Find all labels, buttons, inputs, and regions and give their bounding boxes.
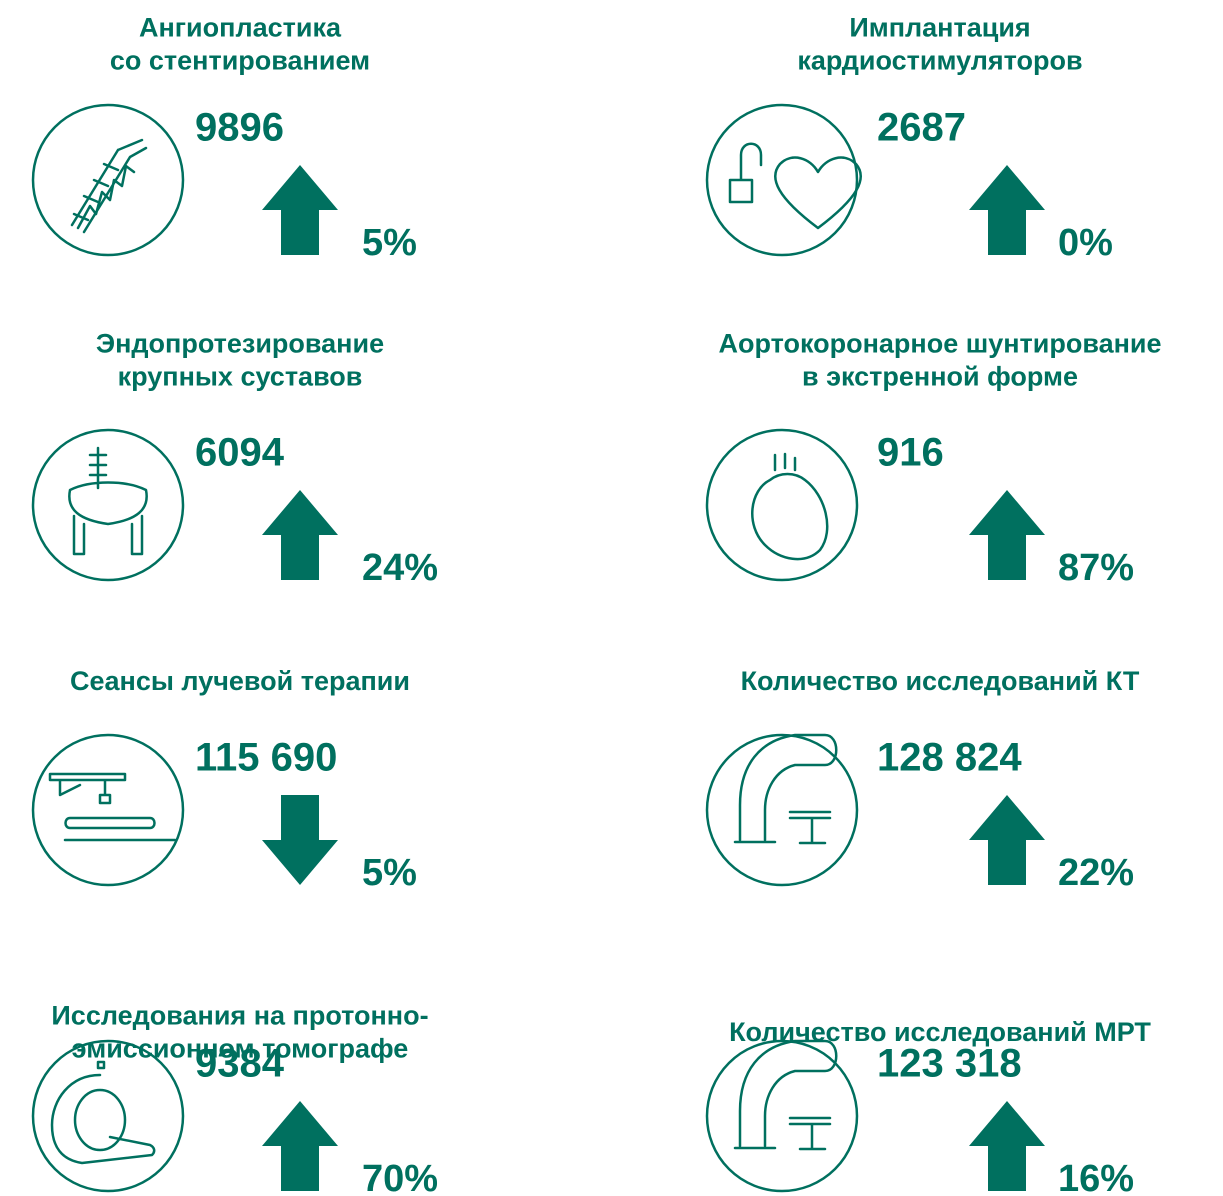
- value: 2687: [877, 106, 966, 150]
- card-title: эмиссионном томографе: [72, 1034, 409, 1064]
- trend-arrow: [969, 1101, 1045, 1191]
- change: 70%: [362, 1158, 438, 1196]
- card-title: Аортокоронарное шунтирование: [718, 329, 1161, 359]
- card-title: Эндопротезирование: [96, 329, 384, 359]
- value: 9384: [195, 1042, 285, 1086]
- card: Количество исследований КТ 128 824 22%: [705, 666, 1140, 894]
- card: Сеансы лучевой терапии 115 690 5%: [31, 666, 417, 894]
- trend-arrow: [969, 165, 1045, 255]
- value: 916: [877, 431, 944, 475]
- trend-arrow: [262, 490, 338, 580]
- change: 22%: [1058, 852, 1134, 894]
- change: 24%: [362, 547, 438, 589]
- icon-circle: [705, 103, 859, 257]
- card-title: крупных суставов: [118, 362, 363, 392]
- value: 128 824: [877, 736, 1022, 780]
- value: 123 318: [877, 1042, 1022, 1086]
- value: 115 690: [195, 736, 337, 780]
- card-title: Имплантация: [849, 13, 1030, 43]
- card-title: Исследования на протонно-: [51, 1001, 428, 1031]
- card-title: Ангиопластика: [139, 13, 342, 43]
- icon: [48, 772, 177, 842]
- icon: [733, 1039, 838, 1151]
- card-title: в экстренной форме: [802, 362, 1078, 392]
- change: 0%: [1058, 222, 1113, 264]
- card: Исследования на протонно-эмиссионном том…: [31, 1001, 438, 1196]
- icon: [728, 142, 862, 230]
- change: 87%: [1058, 547, 1134, 589]
- change: 5%: [362, 852, 417, 894]
- icon-circle: [31, 103, 185, 257]
- icon: [70, 138, 148, 234]
- change: 5%: [362, 222, 417, 264]
- trend-arrow: [262, 1101, 338, 1191]
- change: 16%: [1058, 1158, 1134, 1196]
- card-title: со стентированием: [110, 46, 370, 76]
- icon-circle: [31, 1039, 185, 1193]
- icon-circle: [31, 428, 185, 582]
- icon-circle: [705, 733, 859, 887]
- trend-arrow: [262, 795, 338, 885]
- card-title: Количество исследований КТ: [741, 666, 1140, 696]
- icon-circle: [31, 733, 185, 887]
- icon-circle: [705, 428, 859, 582]
- icon: [50, 1060, 156, 1165]
- trend-arrow: [969, 795, 1045, 885]
- trend-arrow: [262, 165, 338, 255]
- icon: [68, 446, 148, 556]
- icon-circle: [705, 1039, 859, 1193]
- icon: [733, 733, 838, 845]
- icon: [751, 452, 829, 561]
- trend-arrow: [969, 490, 1045, 580]
- card-title: кардиостимуляторов: [797, 46, 1082, 76]
- value: 6094: [195, 431, 285, 475]
- card-title: Сеансы лучевой терапии: [70, 666, 410, 696]
- value: 9896: [195, 106, 284, 150]
